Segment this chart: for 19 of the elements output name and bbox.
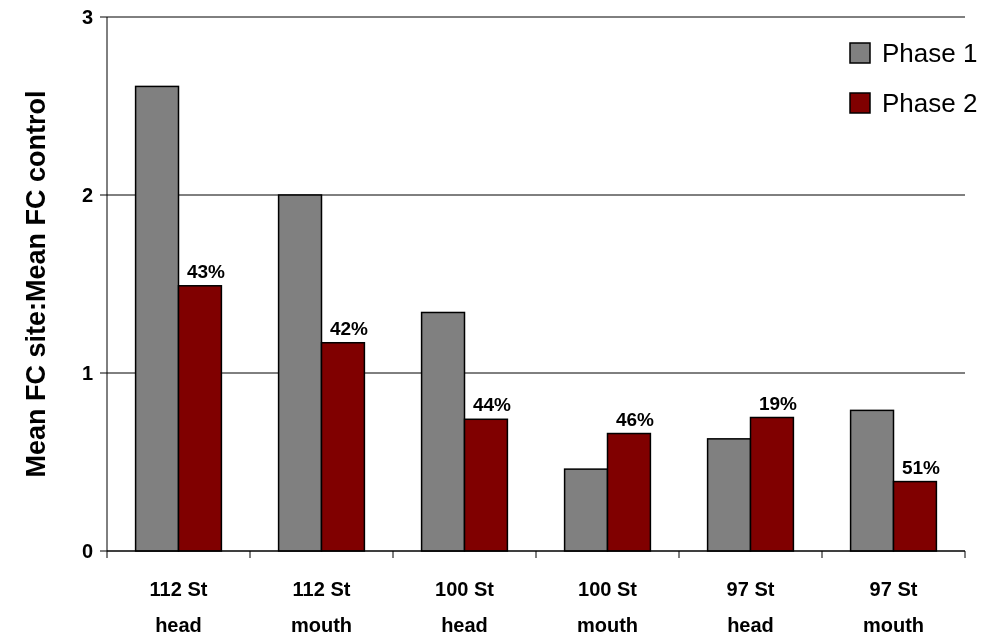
x-tick-label: 97 St mouth [862, 578, 925, 636]
x-tick-label: 97 St head [726, 578, 775, 636]
annotation: 43% [186, 260, 226, 282]
y-tick-label: 3 [81, 6, 93, 28]
annotation: 51% [901, 456, 941, 478]
annotation: 42% [329, 317, 369, 339]
annotation: 19% [758, 392, 798, 414]
annotation: 44% [472, 394, 512, 416]
y-tick-label: 1 [81, 362, 93, 384]
annotation: 46% [615, 408, 655, 430]
legend-label: Phase 2 [882, 88, 978, 119]
legend-label: Phase 1 [882, 38, 978, 69]
x-tick-label: 100 St head [435, 578, 495, 636]
y-axis-title: Mean FC site:Mean FC control [21, 90, 51, 478]
y-tick-label: 0 [81, 540, 93, 562]
x-tick-label: 112 St head [149, 578, 208, 636]
y-tick-label: 2 [81, 184, 93, 206]
x-tick-label: 100 St mouth [576, 578, 639, 636]
x-tick-label: 112 St mouth [290, 578, 353, 636]
